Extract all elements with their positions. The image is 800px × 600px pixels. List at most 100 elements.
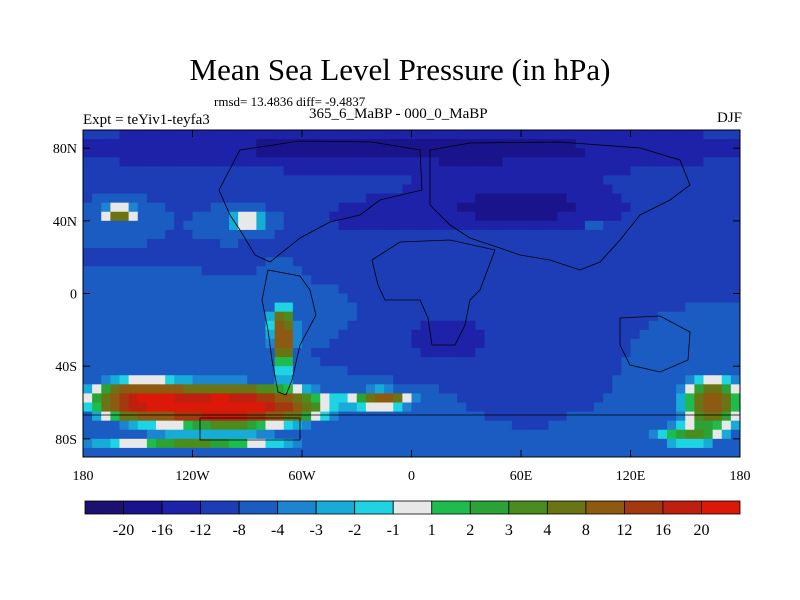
field-cell — [584, 239, 595, 249]
field-cell — [438, 157, 449, 167]
field-cell — [384, 375, 394, 385]
field-cell — [630, 184, 641, 195]
field-cell — [685, 257, 695, 267]
field-cell — [457, 348, 467, 358]
field-cell — [274, 338, 285, 349]
field-cell — [575, 338, 586, 349]
field-cell — [311, 293, 321, 304]
field-cell — [685, 275, 695, 286]
field-cell — [393, 202, 403, 213]
field-cell — [539, 257, 549, 267]
field-cell — [584, 211, 595, 222]
field-cell — [484, 420, 495, 431]
field-cell — [365, 411, 376, 422]
field-cell — [511, 193, 522, 204]
field-cell — [365, 257, 376, 267]
field-cell — [83, 248, 93, 258]
field-cell — [521, 338, 531, 349]
field-cell — [603, 175, 613, 186]
field-cell — [712, 429, 723, 440]
field-cell — [703, 166, 714, 177]
field-cell — [639, 329, 650, 340]
field-cell — [356, 393, 367, 404]
field-cell — [685, 348, 695, 358]
field-cell — [156, 420, 166, 431]
field-cell — [265, 366, 276, 376]
field-cell — [429, 275, 440, 286]
field-cell — [219, 293, 230, 304]
field-cell — [265, 402, 276, 413]
field-cell — [411, 130, 422, 140]
field-cell — [329, 311, 340, 322]
field-cell — [667, 211, 677, 222]
field-cell — [229, 338, 239, 349]
field-cell — [402, 166, 413, 177]
field-cell — [448, 166, 458, 177]
field-cell — [548, 257, 559, 267]
field-cell — [292, 357, 303, 367]
field-cell — [338, 275, 349, 286]
field-cell — [283, 193, 294, 204]
field-cell — [283, 447, 294, 457]
field-cell — [730, 166, 740, 177]
field-cell — [256, 130, 267, 140]
field-cell — [311, 402, 321, 413]
field-cell — [703, 275, 714, 286]
field-cell — [347, 320, 358, 331]
field-cell — [438, 175, 449, 186]
field-cell — [548, 157, 559, 167]
field-cell — [530, 148, 540, 158]
field-cell — [156, 266, 166, 276]
field-cell — [302, 220, 312, 231]
field-cell — [402, 384, 413, 395]
field-cell — [438, 220, 449, 231]
field-cell — [83, 266, 93, 276]
field-cell — [612, 175, 622, 186]
field-cell — [502, 220, 513, 231]
field-cell — [384, 257, 394, 267]
field-cell — [393, 130, 403, 140]
field-cell — [210, 320, 221, 331]
field-cell — [584, 302, 595, 313]
field-cell — [174, 211, 184, 222]
field-cell — [566, 393, 577, 404]
field-cell — [320, 257, 330, 267]
field-cell — [530, 311, 540, 322]
field-cell — [420, 211, 431, 222]
field-cell — [438, 338, 449, 349]
field-cell — [347, 438, 358, 449]
field-cell — [110, 320, 121, 331]
field-cell — [703, 348, 714, 358]
colorbar-swatch — [277, 500, 317, 515]
field-cell — [137, 348, 148, 358]
field-cell — [521, 375, 531, 385]
field-cell — [338, 338, 349, 349]
field-cell — [238, 411, 248, 422]
field-cell — [721, 348, 732, 358]
field-cell — [694, 384, 705, 395]
field-cell — [311, 193, 321, 204]
field-cell — [502, 157, 513, 167]
field-cell — [457, 447, 467, 457]
field-cell — [575, 393, 586, 404]
field-cell — [338, 202, 349, 213]
field-cell — [229, 211, 239, 222]
field-cell — [448, 329, 458, 340]
field-cell — [402, 257, 413, 267]
field-cell — [110, 447, 121, 457]
field-cell — [457, 211, 467, 222]
field-cell — [557, 175, 568, 186]
field-cell — [429, 402, 440, 413]
field-cell — [365, 311, 376, 322]
field-cell — [229, 411, 239, 422]
field-cell — [375, 311, 385, 322]
field-cell — [238, 220, 248, 231]
field-cell — [475, 320, 486, 331]
field-cell — [685, 402, 695, 413]
field-cell — [667, 429, 677, 440]
field-cell — [201, 248, 212, 258]
field-cell — [566, 402, 577, 413]
field-cell — [703, 302, 714, 313]
field-cell — [438, 348, 449, 358]
field-cell — [420, 184, 431, 195]
